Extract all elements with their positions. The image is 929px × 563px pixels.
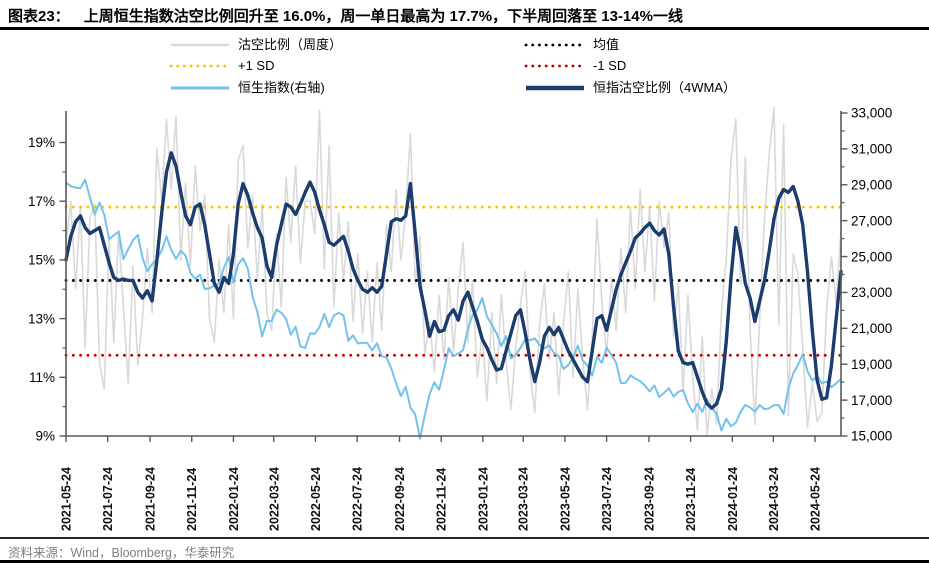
left-axis-label: 19% <box>28 135 55 150</box>
legend-swatch-icon <box>524 64 586 68</box>
bottom-border <box>0 560 929 563</box>
right-axis-label: 33,000 <box>851 106 892 121</box>
series-line-short-ratio-4wma <box>64 151 843 410</box>
series-line-short-ratio-weekly <box>65 106 842 437</box>
legend-item: 沽空比例（周度） <box>169 36 342 54</box>
legend-label: -1 SD <box>593 58 627 73</box>
x-axis-label: 2023-09-24 <box>642 467 656 531</box>
legend-label: 沽空比例（周度） <box>238 37 343 52</box>
legend-item: 均值 <box>524 36 619 54</box>
legend-label: 均值 <box>593 37 620 52</box>
x-axis-label: 2021-05-24 <box>60 467 74 531</box>
legend-swatch-icon <box>524 43 586 47</box>
title-divider <box>0 27 929 30</box>
right-axis-label: 15,000 <box>851 429 892 444</box>
legend-item: 恒生指数(右轴) <box>169 79 325 97</box>
legend-label: 恒指沽空比例（4WMA） <box>593 80 737 95</box>
right-axis-label: 27,000 <box>851 213 892 228</box>
legend-swatch-icon <box>169 64 231 68</box>
x-axis-label: 2021-09-24 <box>144 467 158 531</box>
right-axis-label: 21,000 <box>851 321 892 336</box>
x-axis-label: 2022-07-24 <box>351 467 365 531</box>
left-axis-label: 17% <box>28 194 55 209</box>
footer-divider <box>0 537 929 539</box>
legend-swatch-icon <box>171 43 229 47</box>
x-axis-label: 2021-11-24 <box>185 468 199 531</box>
left-axis-label: 11% <box>29 370 55 385</box>
x-axis-label: 2022-05-24 <box>309 467 323 531</box>
x-axis-label: 2022-03-24 <box>267 467 281 531</box>
legend-item: 恒指沽空比例（4WMA） <box>524 79 736 97</box>
x-axis-label: 2023-07-24 <box>600 467 614 531</box>
x-axis-label: 2023-11-24 <box>684 468 698 531</box>
right-axis-label: 17,000 <box>851 393 892 408</box>
x-axis-label: 2022-11-24 <box>435 468 449 531</box>
right-axis-label: 25,000 <box>851 249 892 264</box>
figure-title: 上周恒生指数沽空比例回升至 16.0%，周一单日最高为 17.7%，下半周回落至… <box>83 8 683 25</box>
legend-label: 恒生指数(右轴) <box>238 80 325 95</box>
left-axis-label: 13% <box>28 311 55 326</box>
x-axis-label: 2022-09-24 <box>393 467 407 531</box>
legend-swatch-icon <box>171 86 229 90</box>
left-axis-label: 15% <box>28 253 55 268</box>
x-axis-label: 2022-01-24 <box>227 467 241 531</box>
legend-label: +1 SD <box>238 58 275 73</box>
x-axis-label: 2024-05-24 <box>809 467 823 531</box>
x-axis-label: 2024-03-24 <box>767 467 781 531</box>
right-axis-label: 31,000 <box>851 142 892 157</box>
x-axis-label: 2023-03-24 <box>517 467 531 531</box>
figure-number: 图表23： <box>8 8 70 25</box>
legend-swatch-icon <box>526 85 584 91</box>
legend-item: +1 SD <box>169 57 275 75</box>
x-axis-label: 2023-05-24 <box>558 467 572 531</box>
legend-item: -1 SD <box>524 57 626 75</box>
x-axis-label: 2021-07-24 <box>101 467 115 531</box>
right-axis-label: 29,000 <box>851 177 892 192</box>
left-axis-label: 9% <box>35 429 55 444</box>
x-axis-label: 2024-01-24 <box>726 467 740 531</box>
figure-header: 图表23： 上周恒生指数沽空比例回升至 16.0%，周一单日最高为 17.7%，下… <box>8 5 683 26</box>
source-note: 资料来源：Wind，Bloomberg，华泰研究 <box>8 546 235 560</box>
x-axis-label: 2023-01-24 <box>476 467 490 531</box>
right-axis-label: 23,000 <box>851 285 892 300</box>
right-axis-label: 19,000 <box>851 357 892 372</box>
